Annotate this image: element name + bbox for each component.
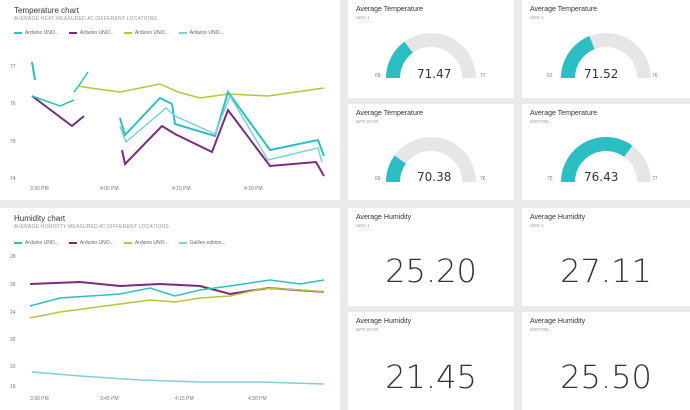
gauge-value: 71.52 bbox=[584, 67, 619, 81]
humidity-chart-title: Humidity chart bbox=[14, 214, 66, 223]
x-tick: 3:30 PM bbox=[30, 396, 49, 402]
kpi-title: Average Humidity bbox=[530, 318, 586, 325]
gauge-min: 69 bbox=[375, 73, 381, 79]
gauge-subtitle: EDITION bbox=[530, 119, 549, 124]
y-tick: 26 bbox=[10, 282, 16, 288]
gauge-tile-1[interactable]: Average Temperature UNO 1 71.47 69 77 bbox=[348, 0, 514, 98]
x-tick: 4:00 PM bbox=[100, 186, 119, 192]
temperature-chart-tile[interactable]: Temperature chart AVERAGE HEAT MEASURED … bbox=[0, 0, 340, 200]
gauge-min: 75 bbox=[547, 176, 553, 182]
gauge-tile-4[interactable]: Average Temperature EDITION 76.43 75 77 bbox=[522, 104, 690, 200]
gauge-fill bbox=[561, 36, 595, 79]
x-tick: 4:15 PM bbox=[172, 186, 191, 192]
gauge-title: Average Temperature bbox=[356, 110, 424, 117]
y-tick: 77 bbox=[10, 64, 16, 70]
gauge-max: 76 bbox=[652, 73, 658, 79]
kpi-title: Average Humidity bbox=[356, 318, 412, 325]
y-tick: 28 bbox=[10, 254, 16, 260]
legend-item[interactable]: Arduino UNO... bbox=[68, 30, 114, 36]
kpi-value: 25.50 bbox=[560, 358, 652, 396]
gauge-subtitle: NFR STAR bbox=[356, 119, 379, 124]
humidity-kpi-tile-3[interactable]: Average Humidity NFR STAR 21.45 bbox=[348, 312, 514, 410]
legend-item[interactable]: Arduino UNO... bbox=[123, 30, 169, 36]
gauge-value: 76.43 bbox=[584, 170, 619, 184]
gauge-max: 76 bbox=[480, 176, 486, 182]
series-line bbox=[31, 61, 36, 81]
temperature-legend: Arduino UNO... Arduino UNO... Arduino UN… bbox=[14, 30, 224, 36]
y-tick: 22 bbox=[10, 337, 16, 343]
temperature-chart-subtitle: AVERAGE HEAT MEASURED AT DIFFERENT LOCAT… bbox=[14, 16, 157, 22]
y-tick: 74 bbox=[10, 176, 16, 182]
gauge-max: 77 bbox=[652, 176, 658, 182]
gauge-title: Average Temperature bbox=[356, 6, 424, 13]
series-line bbox=[77, 83, 325, 99]
gauge-fill bbox=[561, 137, 633, 183]
humidity-plot[interactable] bbox=[0, 208, 340, 410]
series-line bbox=[121, 107, 325, 177]
legend-item[interactable]: Arduino UNO... bbox=[123, 240, 169, 246]
gauge-tile-2[interactable]: Average Temperature UNO 1 71.52 62 76 bbox=[522, 0, 690, 98]
humidity-chart-tile[interactable]: Humidity chart AVERAGE HUMIDITY MEASURED… bbox=[0, 208, 340, 410]
humidity-kpi-tile-2[interactable]: Average Humidity UNO 1 27.11 bbox=[522, 208, 690, 306]
series-line bbox=[119, 89, 325, 157]
gauge-arc bbox=[561, 137, 651, 183]
gauge-arc bbox=[386, 33, 476, 79]
kpi-value: 21.45 bbox=[385, 358, 477, 396]
gauge-title: Average Temperature bbox=[530, 6, 598, 13]
series-line bbox=[31, 371, 325, 385]
gauge-title: Average Temperature bbox=[530, 110, 598, 117]
x-tick: 4:30 PM bbox=[244, 186, 263, 192]
series-line bbox=[31, 95, 75, 107]
series-line bbox=[29, 280, 325, 296]
series-line bbox=[29, 279, 325, 307]
x-tick: 3:45 PM bbox=[100, 396, 119, 402]
humidity-legend: Arduino UNO... Arduino UNO... Arduino UN… bbox=[14, 240, 226, 246]
y-tick: 18 bbox=[10, 384, 16, 390]
legend-item[interactable]: Arduino UNO... bbox=[14, 30, 59, 36]
series-line bbox=[31, 95, 85, 128]
series-line bbox=[73, 71, 89, 93]
gauge-min: 69 bbox=[375, 176, 381, 182]
legend-item[interactable]: Arduino UNO... bbox=[178, 30, 224, 36]
gauge-tile-3[interactable]: Average Temperature NFR STAR 70.38 69 76 bbox=[348, 104, 514, 200]
gauge-max: 77 bbox=[480, 73, 486, 79]
kpi-subtitle: EDITION bbox=[530, 327, 549, 332]
kpi-subtitle: NFR STAR bbox=[356, 327, 379, 332]
temperature-chart-title: Temperature chart bbox=[14, 6, 79, 15]
y-tick: 20 bbox=[10, 364, 16, 370]
legend-item[interactable]: Galileo edition... bbox=[178, 240, 226, 246]
y-tick: 24 bbox=[10, 310, 16, 316]
x-tick: 4:30 PM bbox=[248, 396, 267, 402]
gauge-fill bbox=[386, 41, 414, 79]
gauge-subtitle: UNO 1 bbox=[356, 15, 370, 20]
kpi-subtitle: UNO 1 bbox=[530, 223, 544, 228]
y-tick: 76 bbox=[10, 101, 16, 107]
legend-item[interactable]: Arduino UNO... bbox=[14, 240, 59, 246]
series-line bbox=[119, 94, 323, 163]
kpi-value: 27.11 bbox=[560, 252, 652, 290]
gauge-subtitle: UNO 1 bbox=[530, 15, 544, 20]
temperature-plot[interactable] bbox=[0, 0, 340, 200]
humidity-chart-subtitle: AVERAGE HUMIDITY MEASURED AT DIFFERENT L… bbox=[14, 224, 169, 230]
gauge-min: 62 bbox=[547, 73, 553, 79]
humidity-kpi-tile-1[interactable]: Average Humidity UNO 1 25.20 bbox=[348, 208, 514, 306]
gauge-value: 70.38 bbox=[417, 170, 452, 184]
kpi-subtitle: UNO 1 bbox=[356, 223, 370, 228]
kpi-value: 25.20 bbox=[385, 252, 477, 290]
legend-item[interactable]: Arduino UNO... bbox=[68, 240, 114, 246]
gauge-fill bbox=[386, 155, 407, 183]
kpi-title: Average Humidity bbox=[530, 214, 586, 221]
kpi-title: Average Humidity bbox=[356, 214, 412, 221]
gauge-value: 71.47 bbox=[417, 67, 452, 81]
humidity-kpi-tile-4[interactable]: Average Humidity EDITION 25.50 bbox=[522, 312, 690, 410]
gauge-arc bbox=[386, 137, 476, 183]
y-tick: 75 bbox=[10, 139, 16, 145]
x-tick: 4:15 PM bbox=[175, 396, 194, 402]
gauge-arc bbox=[561, 33, 651, 79]
series-line bbox=[29, 287, 325, 319]
x-tick: 3:30 PM bbox=[30, 186, 49, 192]
